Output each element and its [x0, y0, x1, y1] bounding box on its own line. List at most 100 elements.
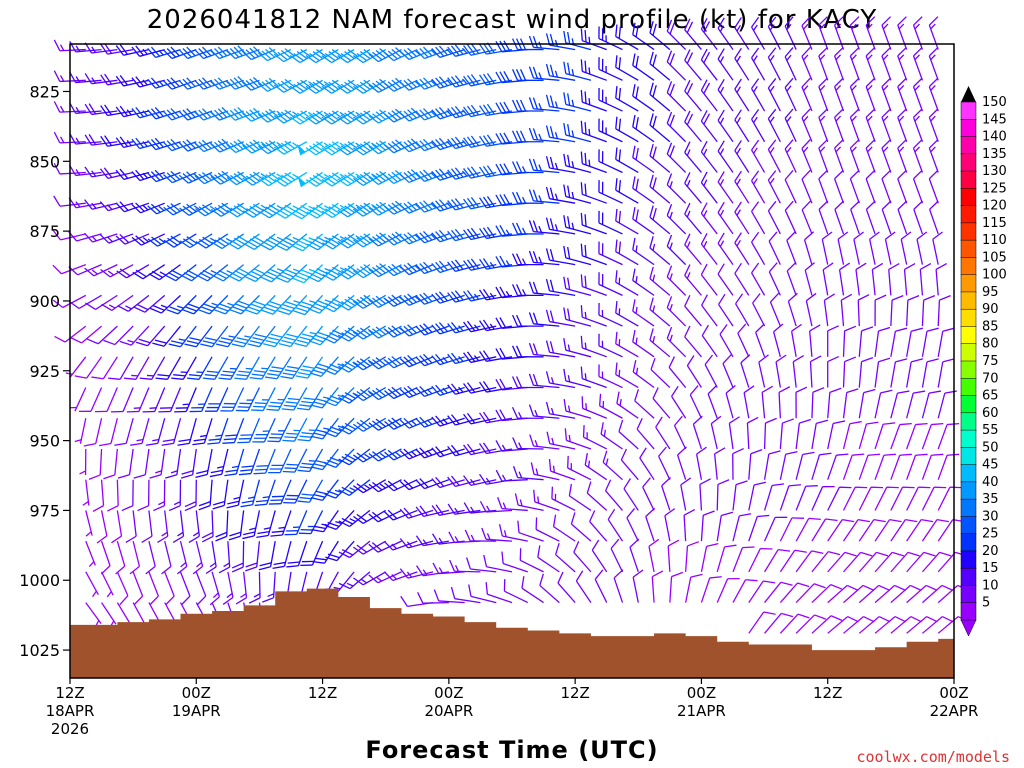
wind-barb — [495, 440, 528, 452]
wind-barb — [202, 356, 229, 380]
wind-barb — [431, 291, 465, 304]
wind-barb — [865, 108, 876, 142]
wind-barb — [849, 108, 860, 142]
wind-barb — [447, 414, 481, 426]
wind-barb — [580, 243, 607, 266]
wind-barb — [161, 418, 182, 446]
wind-barb — [278, 325, 308, 348]
wind-barb — [772, 323, 784, 357]
wind-barb — [276, 264, 308, 283]
wind-barb — [779, 418, 794, 450]
wind-barb — [632, 84, 655, 112]
wind-barb — [226, 139, 260, 154]
wind-barb — [512, 437, 544, 450]
wind-barb — [666, 326, 687, 358]
wind-barb — [632, 569, 644, 603]
colorbar-swatch — [960, 481, 977, 500]
wind-barb — [632, 22, 655, 51]
wind-barb — [281, 387, 308, 411]
wind-barb — [842, 486, 868, 511]
wind-barb — [145, 418, 166, 446]
y-tick-label: 900 — [29, 292, 60, 311]
wind-barb — [368, 417, 402, 431]
wind-barb — [125, 510, 137, 544]
wind-barb — [843, 616, 875, 634]
wind-barb — [284, 510, 308, 536]
wind-barb — [717, 140, 734, 173]
wind-barb — [623, 478, 639, 511]
wind-barb — [238, 448, 261, 476]
wind-barb — [100, 571, 114, 598]
wind-barb — [928, 108, 939, 142]
wind-barb — [554, 542, 576, 573]
wind-barb — [684, 264, 702, 296]
wind-barb — [324, 387, 355, 407]
wind-barb — [912, 77, 924, 112]
wind-barb — [368, 78, 402, 93]
wind-barb — [132, 571, 144, 606]
colorbar-label: 135 — [982, 147, 1007, 162]
y-tick-label: 975 — [29, 501, 60, 520]
wind-barb — [321, 141, 355, 156]
wind-barb — [177, 418, 197, 446]
x-tick-label: 12Z — [55, 684, 84, 702]
wind-barb — [649, 51, 671, 81]
wind-barb — [101, 602, 117, 628]
wind-barb — [179, 571, 191, 606]
wind-barb — [684, 294, 702, 327]
wind-barb — [115, 540, 126, 575]
colorbar-label: 20 — [982, 544, 999, 559]
wind-barb — [433, 589, 465, 604]
wind-barb — [479, 411, 513, 424]
wind-barb — [431, 107, 465, 120]
wind-barb — [884, 231, 896, 265]
wind-barb — [463, 320, 497, 333]
wind-barb — [147, 46, 181, 59]
wind-barb — [615, 270, 639, 296]
wind-barb — [919, 263, 932, 296]
wind-barb — [447, 352, 481, 365]
colorbar-label: 105 — [982, 250, 1007, 265]
wind-barb — [147, 233, 181, 247]
colorbar-swatch — [960, 447, 977, 466]
wind-barb — [632, 145, 655, 174]
wind-barb — [668, 356, 687, 388]
x-tick-label: 19APR — [172, 702, 221, 720]
wind-barb — [545, 156, 576, 174]
wind-barb — [795, 614, 827, 634]
wind-barb — [874, 453, 896, 480]
wind-barb — [900, 231, 912, 265]
wind-barb — [840, 293, 853, 327]
wind-barb — [256, 510, 276, 539]
wind-barb — [539, 573, 560, 604]
wind-barb — [53, 39, 86, 52]
wind-barb — [545, 340, 576, 358]
wind-barb — [748, 514, 770, 542]
wind-barb — [734, 232, 750, 265]
wind-barb — [198, 294, 229, 315]
wind-barb — [734, 140, 750, 173]
wind-barb — [658, 446, 671, 480]
wind-barb — [897, 77, 908, 112]
wind-barb — [234, 356, 260, 380]
wind-barb — [245, 294, 276, 315]
wind-barb — [833, 77, 845, 112]
wind-barb — [463, 475, 497, 486]
wind-barb — [563, 338, 592, 358]
wind-barb — [685, 573, 703, 603]
wind-barb — [528, 158, 560, 174]
wind-barb — [695, 446, 707, 480]
wind-barb — [768, 231, 781, 265]
wind-barb — [511, 191, 544, 204]
wind-barb — [818, 77, 829, 112]
colorbar-label: 150 — [982, 95, 1007, 110]
wind-barb — [580, 182, 607, 204]
wind-barb — [294, 325, 324, 348]
wind-barb — [545, 186, 576, 204]
wind-barb — [632, 360, 655, 389]
wind-barb — [568, 483, 592, 511]
colorbar-swatch — [960, 567, 977, 587]
wind-barb — [704, 354, 718, 388]
x-tick-label: 21APR — [677, 702, 726, 720]
wind-barb — [865, 139, 876, 173]
